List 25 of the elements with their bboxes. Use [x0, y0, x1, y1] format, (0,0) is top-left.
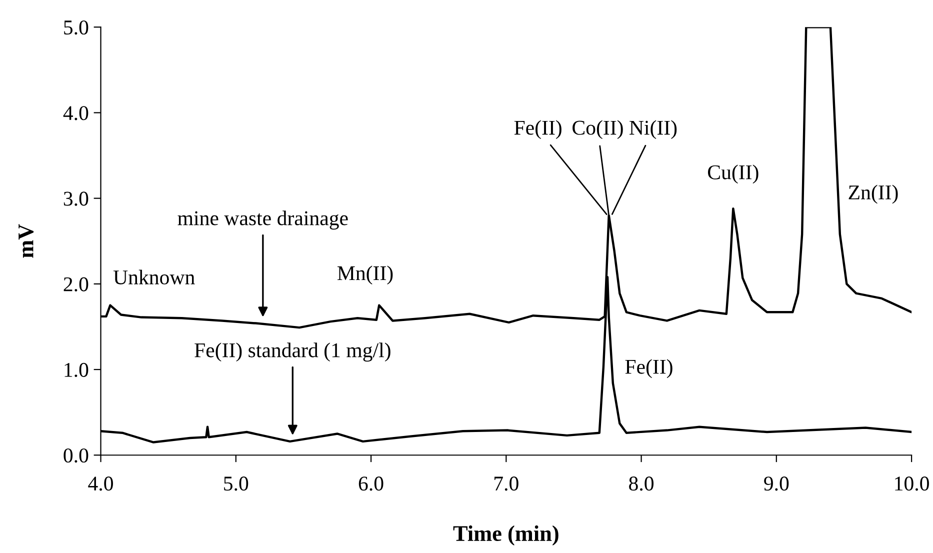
- annotation: Cu(II): [708, 164, 758, 184]
- x-tick-label: 10.0: [895, 476, 929, 491]
- annotation: Co(II): [572, 120, 623, 140]
- x-tick-label: 5.0: [224, 476, 248, 491]
- annotation: Fe(II) standard (1 mg/l): [194, 342, 390, 362]
- annotation: mine waste drainage: [178, 210, 348, 230]
- annotation: Fe(II): [625, 359, 672, 378]
- y-tick-label: 4.0: [63, 106, 88, 120]
- y-tick-label: 0.0: [64, 448, 88, 463]
- x-tick-label: 9.0: [764, 476, 789, 491]
- x-tick-label: 4.0: [88, 476, 113, 491]
- annotation: Unknown: [113, 270, 195, 284]
- annotation: Fe(II): [514, 120, 562, 140]
- y-tick-label: 3.0: [64, 192, 88, 206]
- y-tick-label: 1.0: [64, 362, 88, 378]
- x-tick-label: 7.0: [494, 476, 518, 491]
- y-tick-label: 5.0: [64, 20, 88, 35]
- annotation: Mn(II): [337, 266, 393, 284]
- x-axis-title: Time (min): [453, 525, 558, 546]
- annotation: Ni(II): [630, 120, 677, 140]
- annotation: Zn(II): [848, 184, 898, 204]
- y-axis-title: mV: [18, 224, 34, 258]
- x-tick-label: 6.0: [358, 476, 384, 491]
- y-tick-label: 2.0: [64, 277, 88, 292]
- x-tick-label: 8.0: [629, 476, 654, 491]
